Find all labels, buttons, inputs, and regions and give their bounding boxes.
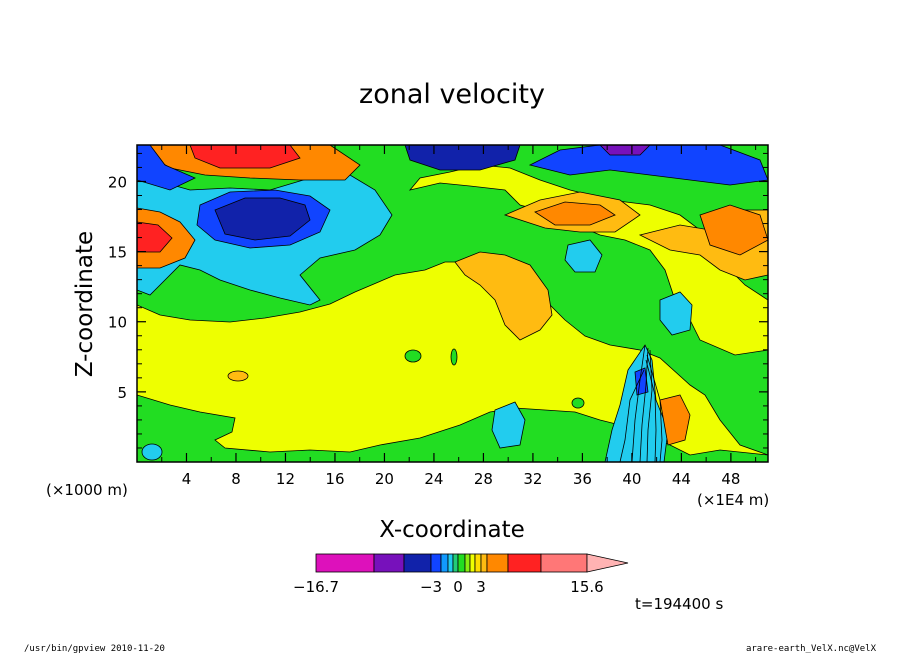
contour-region-orange-5 <box>699 204 768 256</box>
contour-spot-3 <box>450 348 458 366</box>
footer-right: arare-earth_VelX.nc@VelX <box>746 644 877 654</box>
colorbar-segment <box>452 553 459 573</box>
x-tick-label: 48 <box>721 470 740 488</box>
x-tick-label: 32 <box>523 470 542 488</box>
colorbar-segment <box>540 553 588 573</box>
y-tick-label: 10 <box>108 314 127 332</box>
colorbar-segment <box>315 553 375 573</box>
x-tick-label: 4 <box>182 470 192 488</box>
colorbar-segment <box>440 553 449 573</box>
x-axis-label: X-coordinate <box>379 517 525 543</box>
contour-region-left-red <box>137 221 173 253</box>
y-axis-label: Z-coordinate <box>72 231 98 377</box>
colorbar-segment <box>430 553 442 573</box>
x-tick-label: 16 <box>325 470 344 488</box>
contour-spot-4 <box>141 443 163 461</box>
x-tick-label: 8 <box>231 470 241 488</box>
colorbar-segment <box>474 553 482 573</box>
colorbar-segment <box>469 553 476 573</box>
contour-field <box>137 145 768 462</box>
colorbar-segment <box>486 553 509 573</box>
contour-spot-2 <box>404 349 422 363</box>
colorbar-segment <box>373 553 405 573</box>
storm-contour-lines <box>619 344 663 462</box>
y-tick-label: 20 <box>108 173 127 191</box>
contour-region-top-blue <box>137 145 196 191</box>
colorbar-segment <box>464 553 471 573</box>
x-tick-label: 24 <box>424 470 443 488</box>
y-tick-label: 5 <box>117 384 127 402</box>
plot-border <box>136 144 769 463</box>
chart-title: zonal velocity <box>359 79 545 110</box>
x-tick-label: 12 <box>276 470 295 488</box>
x-tick-label: 28 <box>474 470 493 488</box>
colorbar-segment <box>447 553 454 573</box>
footer-left: /usr/bin/gpview 2010-11-20 <box>24 644 165 654</box>
contour-region-cyan-low <box>491 401 526 449</box>
x-tick-label: 36 <box>573 470 592 488</box>
colorbar-label: 0 <box>453 578 463 596</box>
colorbar-arrow <box>586 553 629 573</box>
contour-region-orange-1 <box>454 251 553 341</box>
contour-region-storm-orange <box>659 394 691 446</box>
contour-region-top-right-blue <box>528 145 768 186</box>
x-tick-label: 20 <box>375 470 394 488</box>
contour-region-blue-2 <box>214 197 311 241</box>
contour-region-orange-4 <box>534 201 616 226</box>
colorbar-label: −3 <box>420 578 442 596</box>
y-axis-ticks: 5 10 15 20 <box>108 152 768 449</box>
x-axis-ticks: 4 8 12 16 20 24 28 32 36 40 44 48 <box>161 145 757 488</box>
x-tick-label: 40 <box>622 470 641 488</box>
y-axis-unit: (×1000 m) <box>46 481 128 499</box>
contour-spot-1 <box>227 370 249 382</box>
colorbar: −16.7 −3 0 3 15.6 <box>293 553 629 596</box>
contour-region-cyan-mid <box>564 239 603 273</box>
y-tick-label: 15 <box>108 244 127 262</box>
contour-region-top-purple <box>599 145 651 156</box>
time-label: t=194400 s <box>635 595 723 613</box>
contour-spot-5 <box>571 397 585 409</box>
colorbar-label: 3 <box>476 578 486 596</box>
colorbar-segment <box>480 553 488 573</box>
colorbar-segment <box>457 553 466 573</box>
contour-region-top-red-core <box>189 145 301 169</box>
x-axis-unit: (×1E4 m) <box>697 491 769 509</box>
x-tick-label: 44 <box>672 470 691 488</box>
colorbar-segment <box>507 553 542 573</box>
colorbar-label: 15.6 <box>570 578 603 596</box>
colorbar-segment <box>403 553 432 573</box>
colorbar-label: −16.7 <box>293 578 339 596</box>
contour-region-cyan-right <box>659 291 693 336</box>
